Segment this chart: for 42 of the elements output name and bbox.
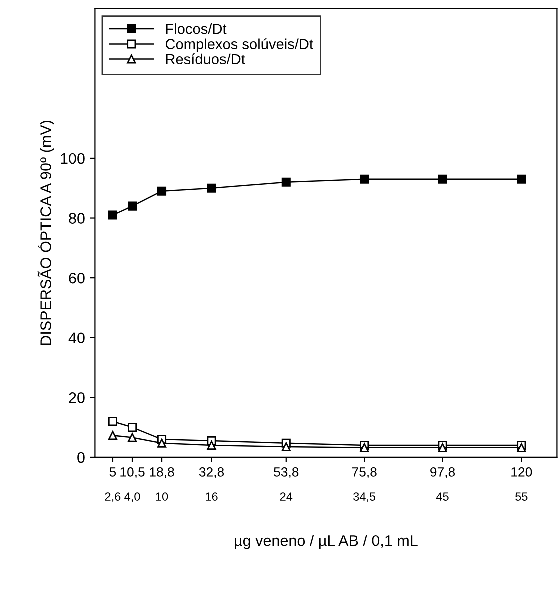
x-tick-label: 10,5 bbox=[120, 468, 145, 478]
y-tick-label: 0 bbox=[78, 452, 85, 464]
text: 34,5 bbox=[354, 492, 376, 502]
point bbox=[207, 184, 216, 193]
point bbox=[438, 174, 448, 184]
x-tick-label: 120 bbox=[512, 468, 532, 477]
x-tick-label: 18,8 bbox=[150, 468, 174, 478]
x-tick-label: 75,8 bbox=[352, 468, 377, 478]
text: 2,6 bbox=[105, 492, 121, 502]
point bbox=[360, 174, 370, 184]
point bbox=[128, 433, 138, 442]
point bbox=[282, 442, 291, 452]
x-tick-label: 5 bbox=[110, 468, 116, 477]
x-tick-label: 53,8 bbox=[274, 468, 299, 478]
point bbox=[158, 438, 167, 448]
y-tick-label: 100 bbox=[61, 153, 85, 164]
point bbox=[108, 417, 118, 426]
text: 55 bbox=[516, 492, 528, 501]
y-axis-title: DISPERSÃO ÓPTICA A 90º (mV) bbox=[38, 121, 54, 346]
text: 24 bbox=[280, 492, 293, 501]
legend-label: Flocos/Dt bbox=[166, 24, 227, 34]
point bbox=[158, 186, 167, 196]
y-tick-label: 20 bbox=[69, 392, 85, 404]
x-axis-title: µg veneno / µL AB / 0,1 mL bbox=[235, 535, 418, 550]
legend-label: Resíduos/Dt bbox=[166, 54, 246, 65]
point bbox=[517, 174, 526, 184]
text: 45 bbox=[436, 492, 449, 501]
point bbox=[108, 210, 118, 220]
point bbox=[128, 423, 138, 432]
text: 16 bbox=[206, 492, 218, 501]
text: 4,0 bbox=[124, 492, 140, 502]
y-tick-label: 40 bbox=[68, 332, 85, 344]
text: 10 bbox=[156, 492, 168, 501]
x-tick-label: 32,8 bbox=[199, 468, 224, 478]
point bbox=[282, 178, 291, 187]
y-tick-label: 80 bbox=[69, 213, 85, 224]
point bbox=[108, 431, 118, 440]
x-tick-label: 97,8 bbox=[430, 468, 456, 478]
legend-label: Complexos solúveis/Dt bbox=[166, 38, 314, 52]
point bbox=[128, 202, 138, 211]
point bbox=[207, 440, 216, 450]
y-tick-label: 60 bbox=[69, 272, 85, 284]
